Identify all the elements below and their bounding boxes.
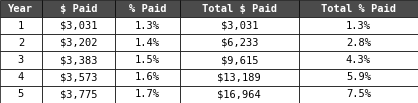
Bar <box>115 0 180 17</box>
Text: $ Paid: $ Paid <box>60 4 97 14</box>
Text: 1: 1 <box>18 21 24 31</box>
Text: 1.5%: 1.5% <box>135 55 160 65</box>
Text: % Paid: % Paid <box>129 4 166 14</box>
Text: Year: Year <box>8 4 33 14</box>
Bar <box>180 34 299 52</box>
Text: 1.4%: 1.4% <box>135 38 160 48</box>
Text: Total % Paid: Total % Paid <box>321 4 396 14</box>
Bar <box>0 0 42 17</box>
Bar <box>180 0 299 17</box>
Bar <box>42 52 115 69</box>
Bar <box>180 17 299 34</box>
Bar <box>0 86 42 103</box>
Text: 2.8%: 2.8% <box>346 38 371 48</box>
Text: Total $ Paid: Total $ Paid <box>202 4 277 14</box>
Text: 1.3%: 1.3% <box>346 21 371 31</box>
Text: $3,573: $3,573 <box>60 72 97 82</box>
Bar <box>115 34 180 52</box>
Bar <box>42 0 115 17</box>
Bar <box>42 34 115 52</box>
Text: 4.3%: 4.3% <box>346 55 371 65</box>
Bar <box>115 17 180 34</box>
Bar <box>299 86 418 103</box>
Text: $3,383: $3,383 <box>60 55 97 65</box>
Text: 7.5%: 7.5% <box>346 89 371 99</box>
Bar <box>42 69 115 86</box>
Text: $3,775: $3,775 <box>60 89 97 99</box>
Bar <box>299 69 418 86</box>
Bar <box>299 17 418 34</box>
Bar <box>180 69 299 86</box>
Bar <box>0 69 42 86</box>
Text: $3,202: $3,202 <box>60 38 97 48</box>
Text: 4: 4 <box>18 72 24 82</box>
Text: 1.6%: 1.6% <box>135 72 160 82</box>
Bar <box>115 52 180 69</box>
Text: $13,189: $13,189 <box>217 72 261 82</box>
Bar <box>0 52 42 69</box>
Text: $16,964: $16,964 <box>217 89 261 99</box>
Bar <box>42 86 115 103</box>
Text: $3,031: $3,031 <box>60 21 97 31</box>
Bar <box>0 34 42 52</box>
Text: $3,031: $3,031 <box>221 21 258 31</box>
Text: $9,615: $9,615 <box>221 55 258 65</box>
Text: 5.9%: 5.9% <box>346 72 371 82</box>
Bar <box>42 17 115 34</box>
Bar <box>180 86 299 103</box>
Text: 3: 3 <box>18 55 24 65</box>
Bar <box>299 0 418 17</box>
Text: $6,233: $6,233 <box>221 38 258 48</box>
Text: 2: 2 <box>18 38 24 48</box>
Bar <box>299 52 418 69</box>
Text: 1.3%: 1.3% <box>135 21 160 31</box>
Bar <box>115 86 180 103</box>
Text: 5: 5 <box>18 89 24 99</box>
Bar <box>180 52 299 69</box>
Text: 1.7%: 1.7% <box>135 89 160 99</box>
Bar <box>0 17 42 34</box>
Bar <box>115 69 180 86</box>
Bar <box>299 34 418 52</box>
